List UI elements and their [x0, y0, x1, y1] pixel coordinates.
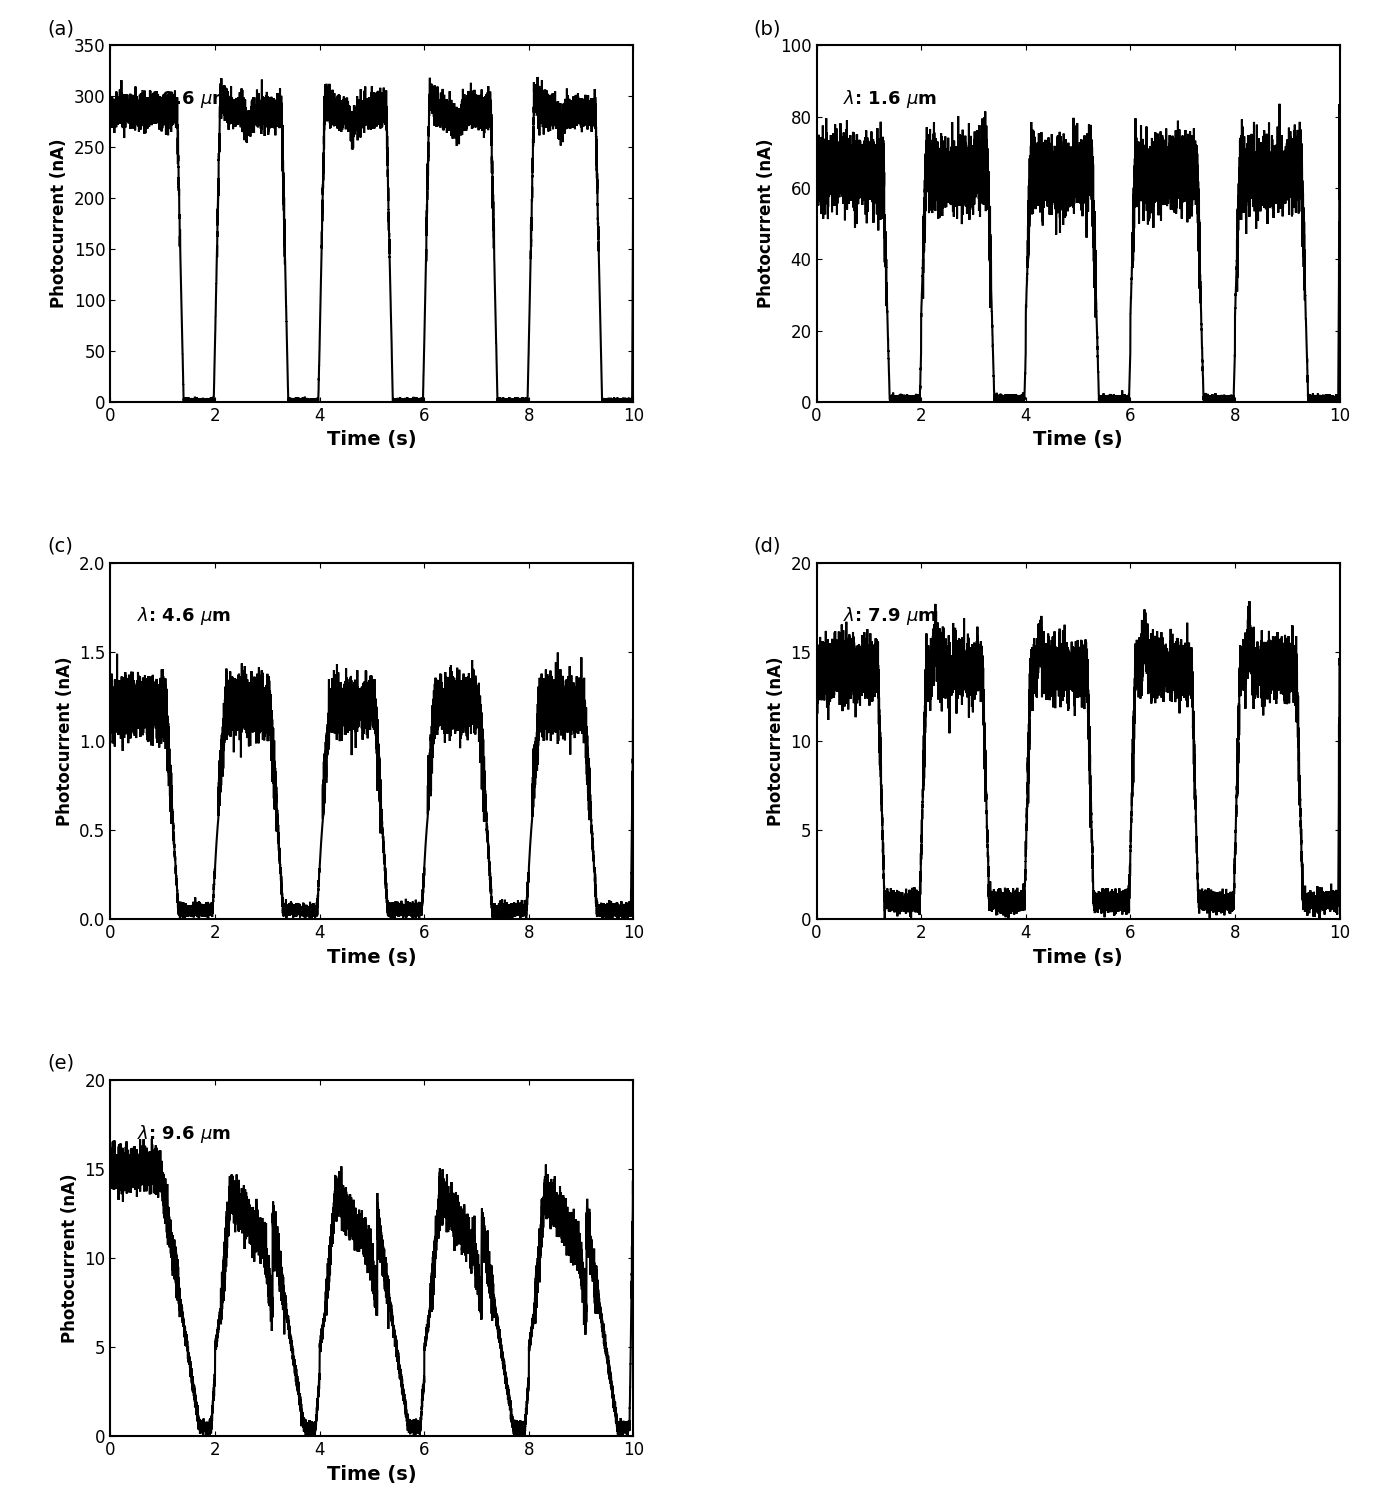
Y-axis label: Photocurrent (nA): Photocurrent (nA) — [55, 656, 73, 826]
Text: (e): (e) — [48, 1054, 75, 1072]
Text: $\lambda$: 1.6 $\mu$m: $\lambda$: 1.6 $\mu$m — [842, 88, 936, 110]
Text: (b): (b) — [754, 20, 782, 38]
Text: (d): (d) — [754, 537, 782, 555]
Y-axis label: Photocurrent (nA): Photocurrent (nA) — [61, 1173, 79, 1343]
X-axis label: Time (s): Time (s) — [327, 1465, 417, 1483]
Y-axis label: Photocurrent (nA): Photocurrent (nA) — [766, 656, 784, 826]
Text: $\lambda$: 9.6 $\mu$m: $\lambda$: 9.6 $\mu$m — [137, 1122, 231, 1145]
Text: $\lambda$: 0.6 $\mu$m: $\lambda$: 0.6 $\mu$m — [137, 88, 231, 110]
Text: (c): (c) — [48, 537, 73, 555]
Y-axis label: Photocurrent (nA): Photocurrent (nA) — [51, 139, 69, 308]
X-axis label: Time (s): Time (s) — [1033, 948, 1123, 966]
Y-axis label: Photocurrent (nA): Photocurrent (nA) — [757, 139, 775, 308]
X-axis label: Time (s): Time (s) — [1033, 431, 1123, 449]
Text: $\lambda$: 4.6 $\mu$m: $\lambda$: 4.6 $\mu$m — [137, 605, 231, 627]
Text: $\lambda$: 7.9 $\mu$m: $\lambda$: 7.9 $\mu$m — [842, 605, 936, 627]
Text: (a): (a) — [48, 20, 75, 38]
X-axis label: Time (s): Time (s) — [327, 431, 417, 449]
X-axis label: Time (s): Time (s) — [327, 948, 417, 966]
